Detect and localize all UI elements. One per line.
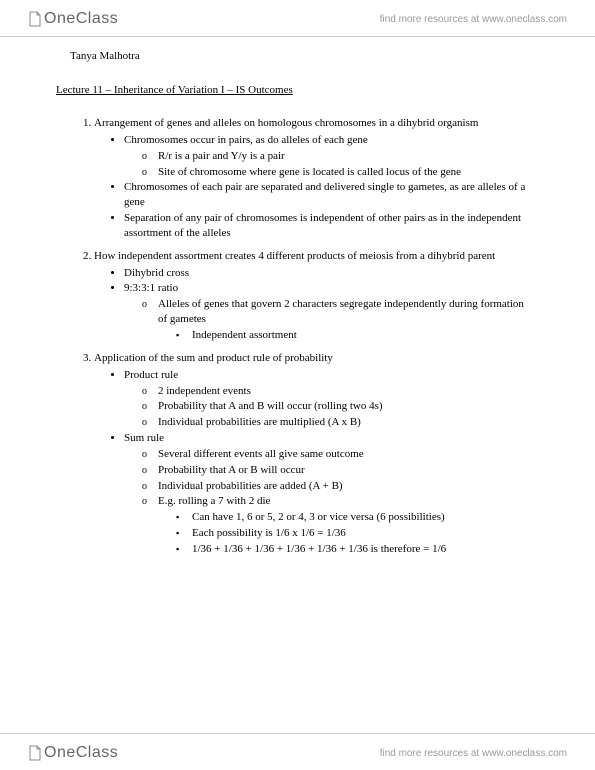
bullet-list: Product rule 2 independent events Probabil… xyxy=(94,368,535,557)
circle-list: Alleles of genes that govern 2 character… xyxy=(124,297,535,343)
tagline-footer: find more resources at www.oneclass.com xyxy=(380,748,567,759)
square-item: Each possibility is 1/6 x 1/6 = 1/36 xyxy=(192,526,535,541)
bullet-item: Dihybrid cross xyxy=(124,266,535,281)
square-item: Independent assortment xyxy=(192,328,535,343)
bullet-item: 9:3:3:1 ratio Alleles of genes that gover… xyxy=(124,281,535,342)
brand-name: OneClass xyxy=(44,10,118,28)
section-item: Arrangement of genes and alleles on homo… xyxy=(94,116,535,241)
circle-item: Several different events all give same o… xyxy=(158,447,535,462)
bullet-list: Chromosomes occur in pairs, as do allele… xyxy=(94,133,535,241)
square-list: Can have 1, 6 or 5, 2 or 4, 3 or vice ve… xyxy=(158,510,535,557)
circle-text: Probability that A or B will occur xyxy=(158,464,305,476)
section-item: How independent assortment creates 4 dif… xyxy=(94,249,535,343)
circle-text: Probability that A and B will occur (rol… xyxy=(158,400,383,412)
brand-logo: OneClass xyxy=(28,10,118,28)
lecture-title: Lecture 11 – Inheritance of Variation I … xyxy=(56,84,535,96)
bullet-text: Chromosomes of each pair are separated a… xyxy=(124,181,525,208)
paper-icon xyxy=(28,745,42,761)
bullet-item: Chromosomes of each pair are separated a… xyxy=(124,180,535,210)
bullet-text: Dihybrid cross xyxy=(124,267,189,279)
circle-item: E.g. rolling a 7 with 2 die Can have 1, 6… xyxy=(158,494,535,556)
bullet-text: 9:3:3:1 ratio xyxy=(124,282,178,294)
circle-text: Individual probabilities are multiplied … xyxy=(158,416,361,428)
circle-item: Individual probabilities are added (A + … xyxy=(158,479,535,494)
section-text: Arrangement of genes and alleles on homo… xyxy=(94,117,478,129)
circle-item: Individual probabilities are multiplied … xyxy=(158,415,535,430)
bullet-text: Product rule xyxy=(124,369,178,381)
section-item: Application of the sum and product rule … xyxy=(94,351,535,557)
bullet-item: Sum rule Several different events all giv… xyxy=(124,431,535,557)
page-header: OneClass find more resources at www.onec… xyxy=(0,0,595,37)
circle-item: 2 independent events xyxy=(158,384,535,399)
square-item: Can have 1, 6 or 5, 2 or 4, 3 or vice ve… xyxy=(192,510,535,525)
section-text: How independent assortment creates 4 dif… xyxy=(94,250,495,262)
brand-logo-footer: OneClass xyxy=(28,744,118,762)
paper-icon xyxy=(28,11,42,27)
bullet-text: Sum rule xyxy=(124,432,164,444)
page-footer: OneClass find more resources at www.onec… xyxy=(0,733,595,770)
circle-text: Site of chromosome where gene is located… xyxy=(158,166,461,178)
bullet-text: Chromosomes occur in pairs, as do allele… xyxy=(124,134,368,146)
circle-text: R/r is a pair and Y/y is a pair xyxy=(158,150,285,162)
circle-text: Individual probabilities are added (A + … xyxy=(158,480,343,492)
circle-item: Alleles of genes that govern 2 character… xyxy=(158,297,535,343)
outline-list: Arrangement of genes and alleles on homo… xyxy=(70,116,535,557)
section-text: Application of the sum and product rule … xyxy=(94,352,333,364)
circle-item: R/r is a pair and Y/y is a pair xyxy=(158,149,535,164)
circle-list: R/r is a pair and Y/y is a pair Site of c… xyxy=(124,149,535,180)
circle-item: Probability that A or B will occur xyxy=(158,463,535,478)
circle-text: Several different events all give same o… xyxy=(158,448,364,460)
bullet-text: Separation of any pair of chromosomes is… xyxy=(124,212,521,239)
author-name: Tanya Malhotra xyxy=(70,50,535,62)
bullet-list: Dihybrid cross 9:3:3:1 ratio Alleles of ge… xyxy=(94,266,535,343)
bullet-item: Chromosomes occur in pairs, as do allele… xyxy=(124,133,535,180)
brand-name-footer: OneClass xyxy=(44,744,118,762)
circle-text: E.g. rolling a 7 with 2 die xyxy=(158,495,270,507)
tagline: find more resources at www.oneclass.com xyxy=(380,14,567,25)
bullet-item: Separation of any pair of chromosomes is… xyxy=(124,211,535,241)
circle-list: Several different events all give same o… xyxy=(124,447,535,557)
circle-item: Probability that A and B will occur (rol… xyxy=(158,399,535,414)
circle-item: Site of chromosome where gene is located… xyxy=(158,165,535,180)
circle-list: 2 independent events Probability that A a… xyxy=(124,384,535,431)
circle-text: Alleles of genes that govern 2 character… xyxy=(158,298,524,325)
square-item: 1/36 + 1/36 + 1/36 + 1/36 + 1/36 + 1/36 … xyxy=(192,542,535,557)
document-body: Tanya Malhotra Lecture 11 – Inheritance … xyxy=(70,50,535,565)
square-list: Independent assortment xyxy=(158,328,535,343)
circle-text: 2 independent events xyxy=(158,385,251,397)
bullet-item: Product rule 2 independent events Probabil… xyxy=(124,368,535,430)
